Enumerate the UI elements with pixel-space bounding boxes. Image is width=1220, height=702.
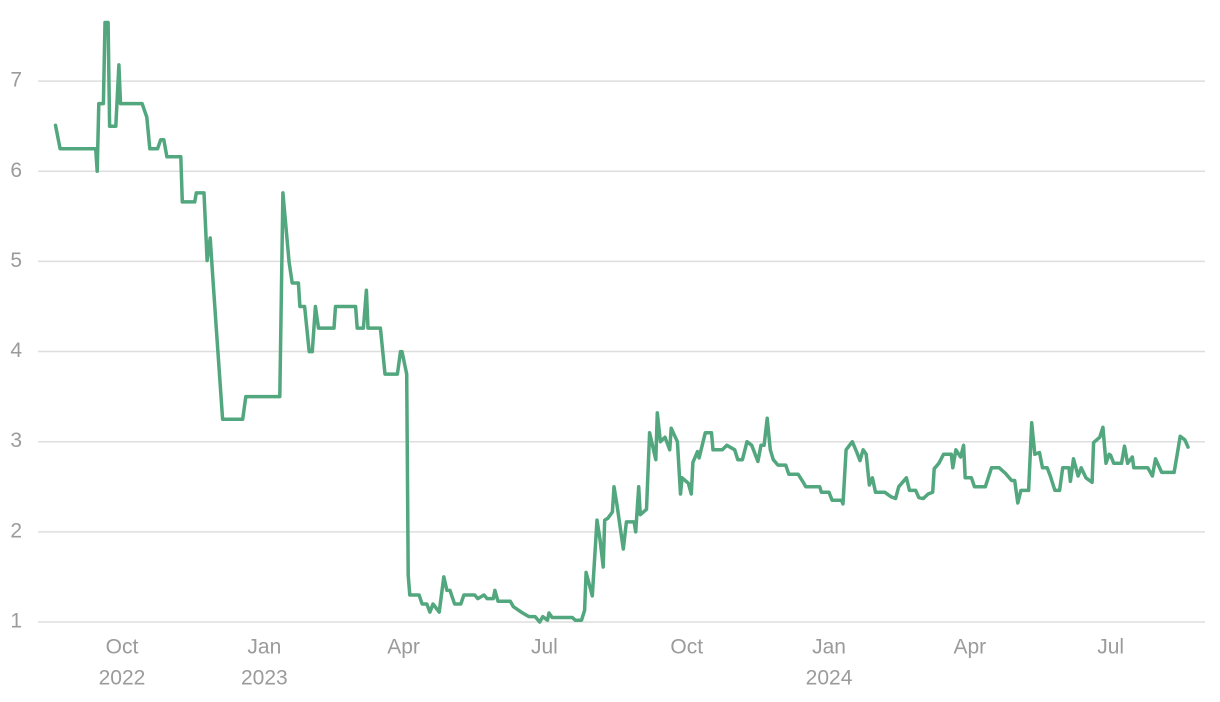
x-tick-year: 2022 (99, 667, 146, 690)
x-tick-year: 2024 (806, 667, 853, 690)
y-tick-label: 4 (10, 339, 22, 362)
x-tick-label: Oct (670, 636, 703, 659)
y-tick-label: 1 (10, 610, 22, 633)
y-tick-label: 3 (10, 429, 22, 452)
x-tick-label: Jan (247, 636, 281, 659)
y-tick-label: 6 (10, 159, 22, 182)
x-tick-label: Jul (531, 636, 558, 659)
y-tick-label: 7 (10, 69, 22, 92)
y-tick-label: 5 (10, 249, 22, 272)
data-line (53, 20, 1190, 624)
x-tick-label: Jul (1097, 636, 1124, 659)
x-tick-label: Jan (812, 636, 846, 659)
x-tick-label: Apr (953, 636, 986, 659)
x-tick-year: 2023 (241, 667, 288, 690)
x-tick-label: Apr (387, 636, 420, 659)
y-tick-label: 2 (10, 519, 22, 542)
x-tick-label: Oct (106, 636, 139, 659)
